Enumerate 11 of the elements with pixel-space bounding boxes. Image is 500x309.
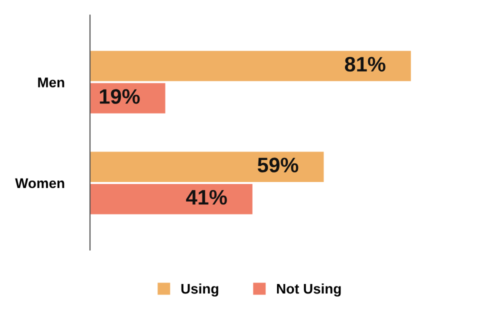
data-label: 59% bbox=[258, 158, 298, 172]
data-label: 81% bbox=[344, 56, 386, 72]
bar bbox=[90, 184, 252, 214]
bar bbox=[90, 50, 411, 82]
y-tick-label: Men bbox=[38, 78, 64, 88]
legend-label: Using bbox=[181, 283, 218, 296]
bar bbox=[90, 152, 324, 182]
data-label: 41% bbox=[186, 190, 227, 205]
legend-label: Not Using bbox=[277, 283, 341, 296]
y-tick-label: Women bbox=[15, 178, 64, 188]
data-label: 19% bbox=[100, 89, 140, 104]
